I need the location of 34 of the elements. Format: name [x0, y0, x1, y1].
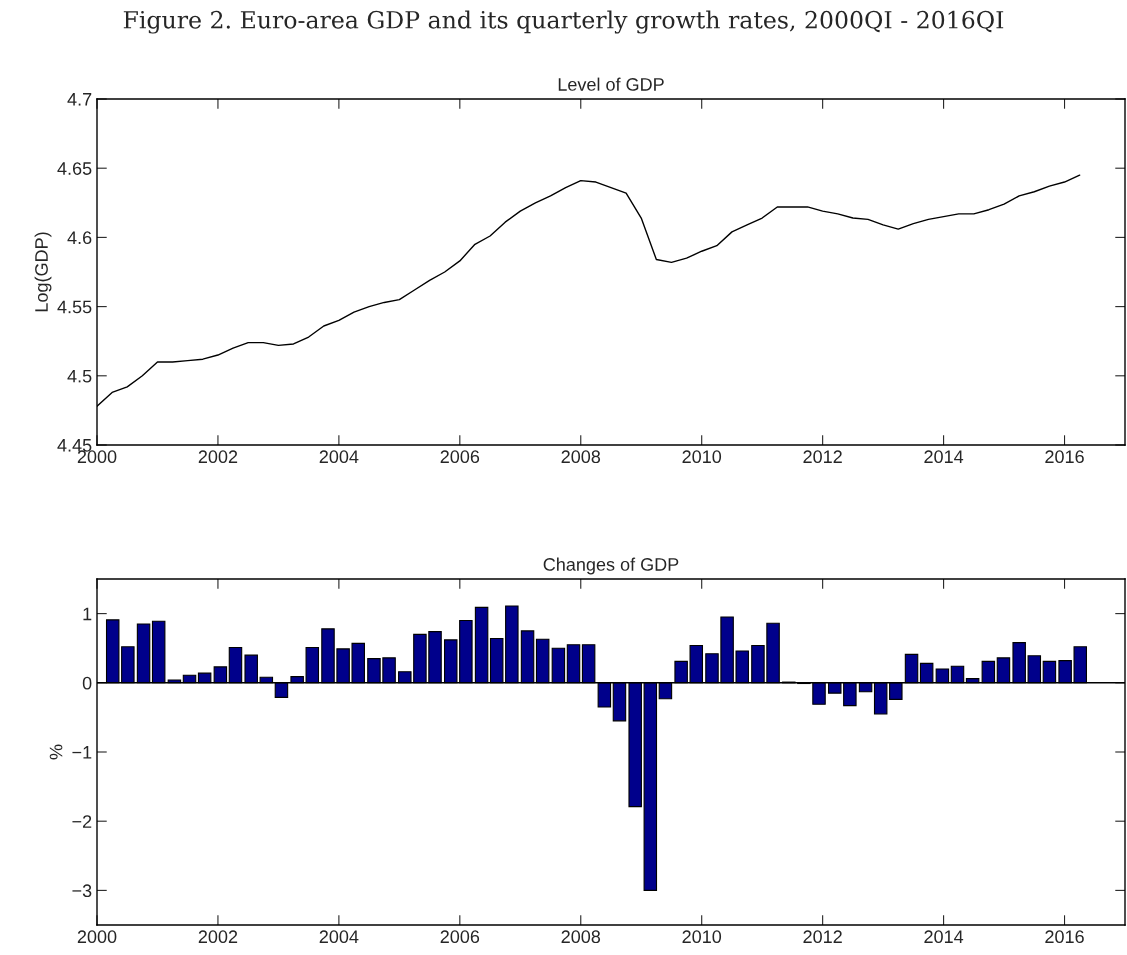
y-tick-label: 4.65 [57, 162, 92, 175]
x-tick-label: 2016 [1045, 930, 1084, 944]
x-tick-label: 2006 [440, 930, 480, 944]
x-tick-label: 2014 [924, 930, 964, 944]
chart-title: Changes of GDP [543, 557, 679, 575]
y-tick-label: 0 [82, 676, 92, 690]
y-axis-title: % [49, 744, 63, 760]
chart-title: Level of GDP [558, 77, 664, 91]
x-tick-label: 2012 [803, 930, 842, 944]
y-tick-label: −3 [72, 884, 92, 898]
y-tick-label: 4.7 [67, 93, 92, 106]
caption: Figure 2. Euro-area GDP and its quarterly growth rates, 2000QI - 2016QI [123, 10, 1004, 34]
y-tick-label: 1 [83, 607, 92, 621]
x-tick-label: 2002 [198, 930, 238, 944]
y-tick-label: −1 [72, 746, 92, 759]
x-tick-label: 2000 [77, 930, 117, 944]
y-tick-label: 4.5 [67, 369, 92, 383]
x-tick-label: 2004 [319, 450, 359, 464]
x-tick-label: 2006 [440, 450, 480, 464]
y-tick-label: 4.45 [57, 439, 92, 452]
y-tick-label: 4.55 [57, 300, 92, 314]
x-tick-label: 2012 [803, 450, 842, 464]
y-tick-label: 4.6 [67, 231, 92, 245]
y-tick-label: −2 [72, 815, 92, 828]
x-tick-label: 2002 [198, 450, 238, 464]
x-tick-label: 2008 [561, 450, 601, 464]
x-tick-label: 2004 [319, 930, 359, 944]
x-tick-label: 2000 [77, 450, 117, 464]
x-tick-label: 2016 [1045, 450, 1084, 464]
x-tick-label: 2008 [561, 930, 601, 944]
x-tick-label: 2010 [682, 930, 722, 944]
x-tick-label: 2014 [924, 450, 964, 464]
x-tick-label: 2010 [682, 450, 722, 464]
y-axis-title: Log(GDP) [34, 232, 52, 312]
